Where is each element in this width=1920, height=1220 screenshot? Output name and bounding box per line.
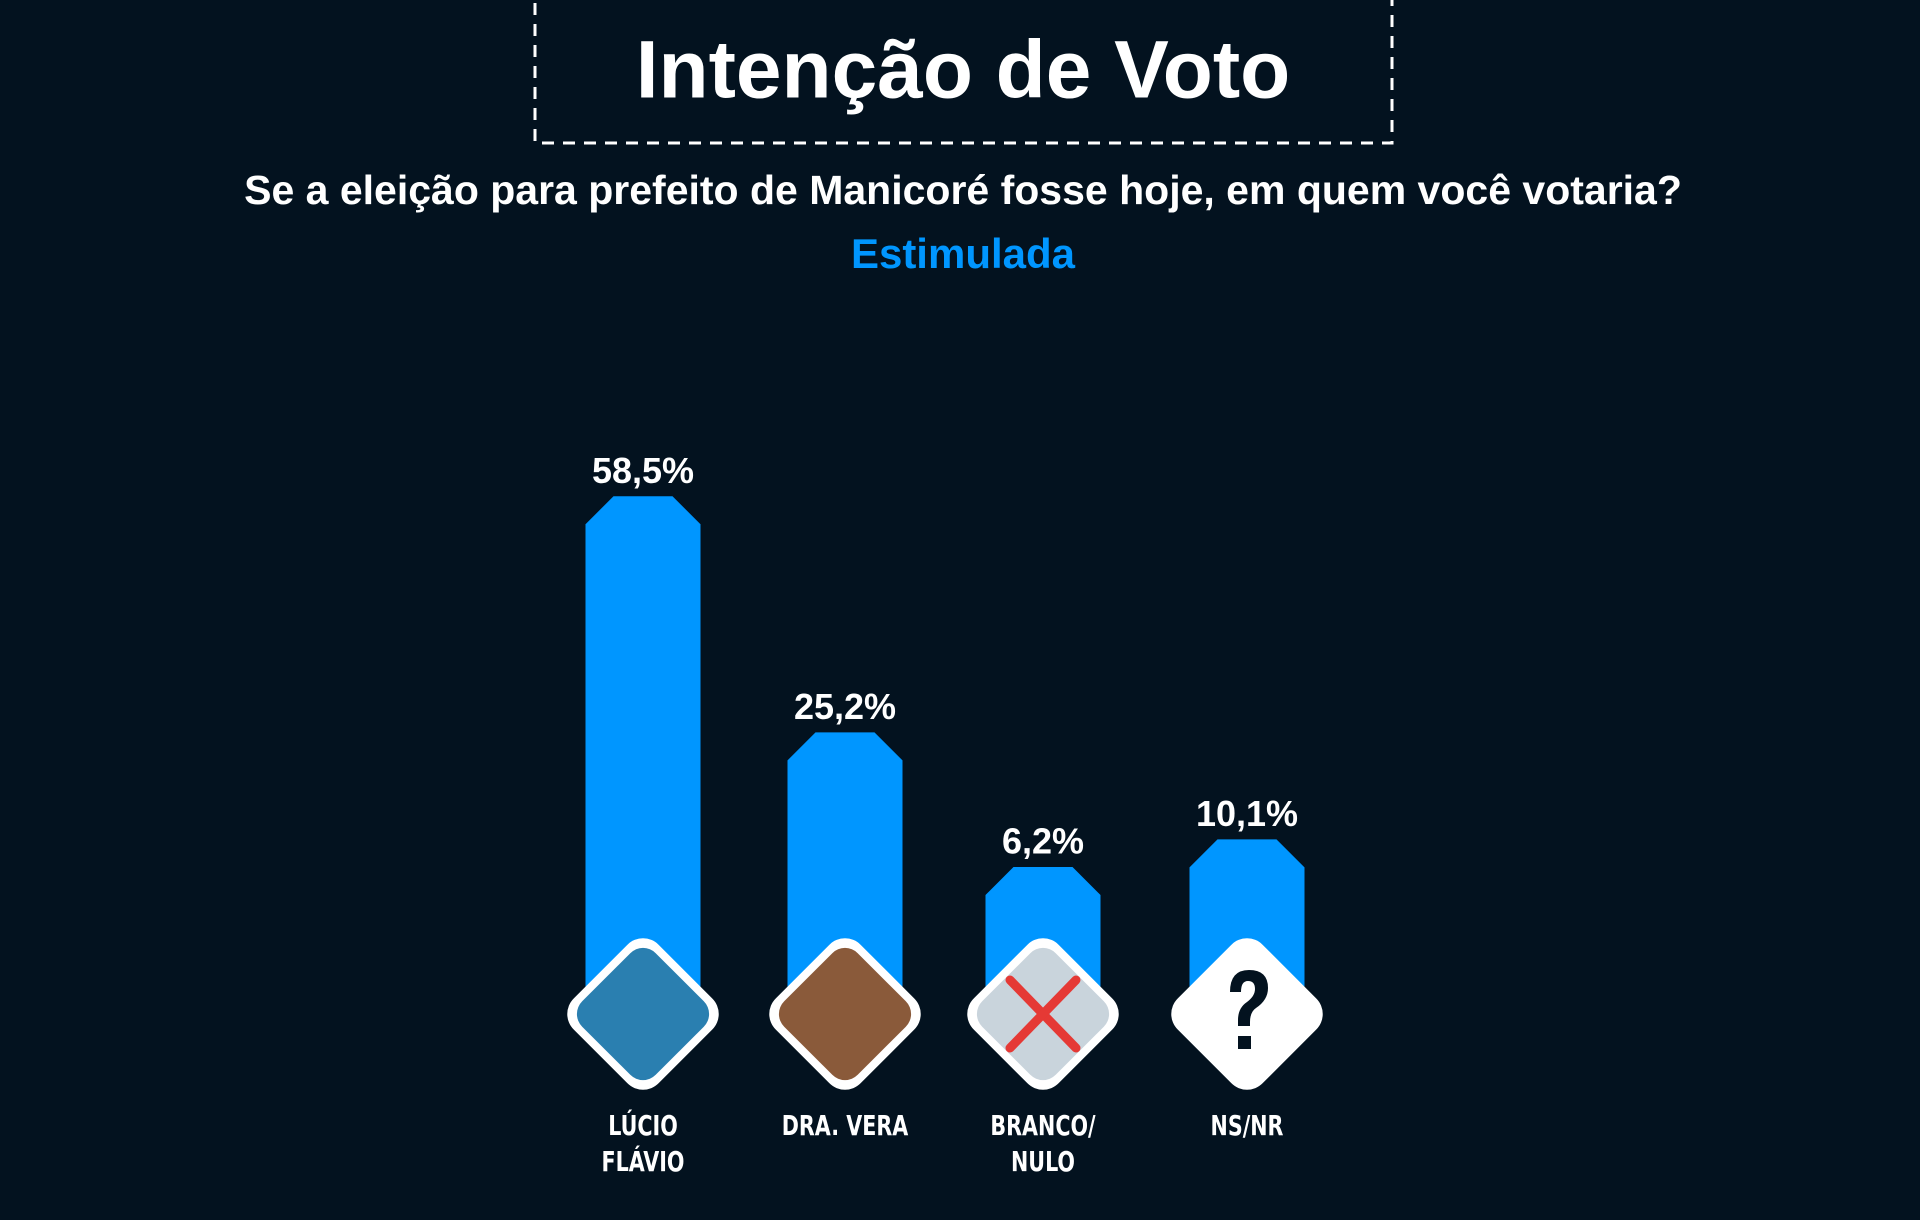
x-tick-label: BRANCO/ NULO <box>990 1109 1096 1178</box>
title-frame <box>533 0 1394 145</box>
bar <box>585 496 701 1014</box>
bars <box>585 496 1305 1014</box>
candidate-icon <box>769 938 921 1090</box>
bar <box>787 732 903 1014</box>
cross-stroke <box>1005 975 1081 1053</box>
icon-fill <box>778 947 912 1081</box>
x-tick-label: NS/NR <box>1210 1109 1284 1142</box>
annotation: Estimulada <box>851 230 1076 277</box>
x-tick-label: DRA. VERA <box>781 1109 909 1142</box>
icon-fill <box>576 947 710 1081</box>
cross-icon <box>1005 975 1081 1053</box>
x-tick-label: LÚCIO FLÁVIO <box>601 1109 685 1178</box>
value-label: 6,2% <box>1002 821 1084 862</box>
question-icon <box>1230 970 1268 1049</box>
value-label: 25,2% <box>794 686 896 727</box>
candidate-icon <box>567 938 719 1090</box>
chart-subtitle: Se a eleição para prefeito de Manicoré f… <box>244 167 1682 213</box>
value-label: 58,5% <box>592 450 694 491</box>
chart-title: Intenção de Voto <box>636 25 1291 116</box>
value-label: 10,1% <box>1196 793 1298 834</box>
